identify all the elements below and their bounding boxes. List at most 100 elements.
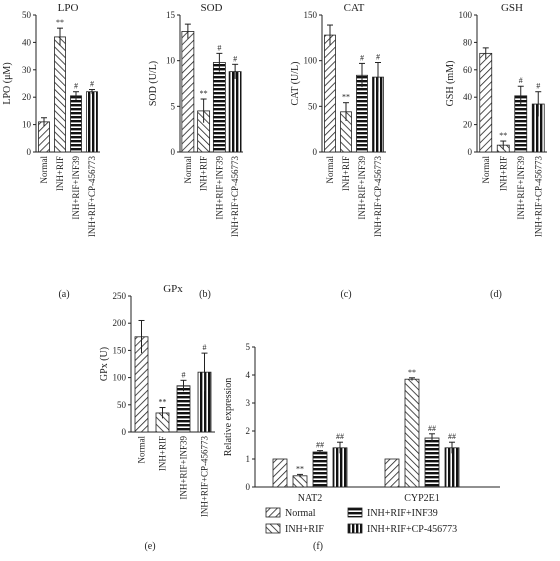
significance-label: ## bbox=[336, 432, 344, 441]
bar bbox=[292, 475, 308, 488]
x-tick-label: INH+RIF+CP-456773 bbox=[87, 156, 97, 238]
y-axis-label: SOD (U/L) bbox=[148, 61, 159, 106]
x-tick-label: INH+RIF bbox=[199, 156, 209, 191]
significance-label: # bbox=[74, 82, 78, 91]
significance-label: ## bbox=[428, 424, 436, 433]
y-tick-label: 100 bbox=[304, 56, 318, 66]
significance-label: ** bbox=[408, 368, 416, 377]
significance-label: # bbox=[536, 82, 540, 91]
y-axis-label: Relative expression bbox=[223, 378, 234, 457]
x-tick-label: INH+RIF bbox=[498, 156, 508, 191]
y-tick-label: 5 bbox=[246, 342, 251, 352]
bar bbox=[176, 385, 191, 433]
y-tick-label: 50 bbox=[22, 10, 32, 20]
chart-panel-c: 0 50 100 150 CAT CAT (U/L) (c) Normal ** INH+RIF #… bbox=[290, 2, 386, 300]
chart-panel-d: 0 20 40 60 80 100 GSH GSH (mM) (d) Normal ** INH+RI… bbox=[445, 2, 547, 300]
y-tick-label: 20 bbox=[22, 92, 32, 102]
significance-label: # bbox=[360, 53, 364, 62]
y-axis-label: GPx (U) bbox=[99, 347, 110, 381]
x-tick-label: INH+RIF+INF39 bbox=[357, 156, 367, 220]
significance-label: ** bbox=[296, 464, 304, 473]
legend-swatch bbox=[265, 523, 281, 534]
y-tick-label: 150 bbox=[113, 345, 127, 355]
significance-label: ** bbox=[200, 89, 208, 98]
significance-label: # bbox=[376, 52, 380, 61]
x-tick-label: Normal bbox=[137, 436, 147, 464]
bar bbox=[212, 62, 226, 153]
panel-caption: (f) bbox=[313, 541, 323, 552]
y-tick-label: 30 bbox=[22, 65, 32, 75]
significance-label: ** bbox=[56, 18, 64, 27]
x-tick-label: INH+RIF+INF39 bbox=[71, 156, 81, 220]
bar bbox=[70, 95, 82, 153]
bar bbox=[444, 447, 460, 488]
legend-label: Normal bbox=[285, 508, 316, 519]
x-tick-label: CYP2E1 bbox=[404, 493, 440, 504]
y-tick-label: 40 bbox=[463, 92, 473, 102]
y-tick-label: 150 bbox=[304, 10, 318, 20]
chart-title: CAT bbox=[344, 2, 365, 14]
y-tick-label: 0 bbox=[27, 147, 32, 157]
significance-label: ** bbox=[499, 131, 507, 140]
bar bbox=[272, 458, 288, 488]
y-tick-label: 15 bbox=[166, 10, 176, 20]
y-tick-label: 1 bbox=[246, 454, 251, 464]
bar bbox=[332, 447, 348, 488]
x-tick-label: INH+RIF bbox=[341, 156, 351, 191]
y-tick-label: 0 bbox=[313, 147, 318, 157]
significance-label: ** bbox=[159, 398, 167, 407]
bar bbox=[479, 52, 493, 153]
significance-label: # bbox=[182, 370, 186, 379]
legend-swatch bbox=[347, 507, 363, 518]
bar bbox=[324, 34, 336, 153]
x-tick-label: Normal bbox=[325, 156, 335, 184]
panel-caption: (b) bbox=[199, 289, 211, 300]
chart-panel-b: 0 5 10 15 SOD SOD (U/L) (b) Normal ** INH+RIF # INH… bbox=[148, 2, 243, 300]
significance-label: # bbox=[90, 80, 94, 89]
chart-title: GSH bbox=[501, 2, 523, 14]
significance-label: # bbox=[233, 54, 237, 63]
x-tick-label: INH+RIF+INF39 bbox=[516, 156, 526, 220]
y-tick-label: 200 bbox=[113, 318, 127, 328]
legend-label: INH+RIF+INF39 bbox=[367, 508, 438, 519]
y-tick-label: 0 bbox=[171, 147, 176, 157]
y-tick-label: 50 bbox=[308, 101, 318, 111]
x-tick-label: INH+RIF bbox=[158, 436, 168, 471]
bar bbox=[38, 121, 50, 153]
x-tick-label: INH+RIF+CP-456773 bbox=[533, 156, 543, 238]
x-tick-label: INH+RIF+INF39 bbox=[214, 156, 224, 220]
x-tick-label: NAT2 bbox=[298, 493, 322, 504]
significance-label: ## bbox=[448, 432, 456, 441]
y-tick-label: 2 bbox=[246, 426, 251, 436]
panel-caption: (d) bbox=[490, 289, 502, 300]
legend-swatch bbox=[347, 523, 363, 534]
y-tick-label: 4 bbox=[246, 370, 251, 380]
bar bbox=[404, 378, 420, 488]
y-tick-label: 80 bbox=[463, 37, 473, 47]
legend-label: INH+RIF bbox=[285, 524, 324, 535]
chart-title: SOD bbox=[200, 2, 222, 14]
significance-label: ## bbox=[316, 441, 324, 450]
chart-title: GPx bbox=[163, 283, 183, 295]
y-tick-label: 50 bbox=[117, 400, 127, 410]
bar bbox=[54, 36, 66, 153]
significance-label: # bbox=[217, 43, 221, 52]
y-tick-label: 60 bbox=[463, 65, 473, 75]
x-tick-label: INH+RIF+CP-456773 bbox=[373, 156, 383, 238]
chart-title: LPO bbox=[58, 2, 79, 14]
x-tick-label: INH+RIF+CP-456773 bbox=[200, 436, 210, 518]
chart-panel-f: 0 1 2 3 4 5 Relative expression (f) ** ## ## NAT2 **… bbox=[223, 342, 500, 552]
bar bbox=[86, 91, 98, 153]
y-tick-label: 10 bbox=[166, 56, 176, 66]
chart-panel-a: 0 10 20 30 40 50 LPO LPO (μM) (a) Normal ** INH+RIF… bbox=[2, 2, 100, 300]
y-tick-label: 250 bbox=[113, 291, 127, 301]
y-tick-label: 0 bbox=[122, 427, 127, 437]
panel-caption: (c) bbox=[340, 289, 351, 300]
x-tick-label: INH+RIF bbox=[55, 156, 65, 191]
legend-swatch bbox=[265, 507, 281, 518]
y-tick-label: 100 bbox=[113, 373, 127, 383]
bar bbox=[228, 71, 242, 153]
bar bbox=[384, 458, 400, 488]
y-axis-label: LPO (μM) bbox=[2, 62, 13, 104]
